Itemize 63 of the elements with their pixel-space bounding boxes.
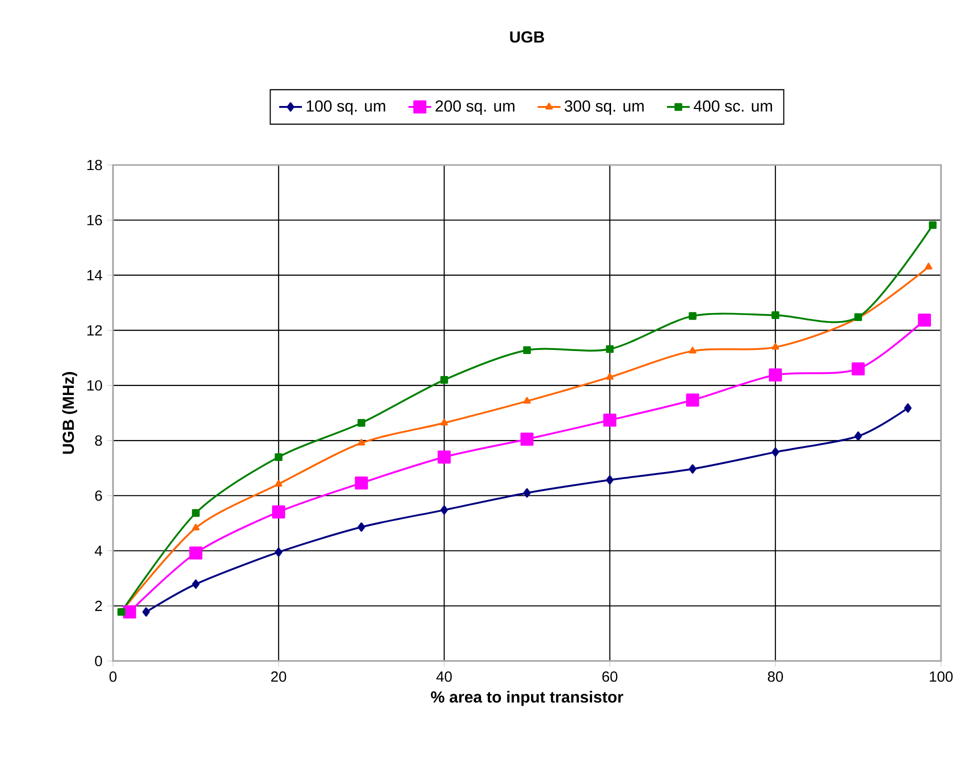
point: [189, 546, 202, 560]
y-tick-label: 16: [87, 214, 102, 226]
point: [688, 464, 696, 474]
point: [440, 505, 448, 515]
point: [358, 438, 366, 446]
point: [768, 368, 782, 382]
point: [440, 418, 448, 426]
point: [904, 403, 912, 413]
point: [272, 505, 286, 518]
point: [438, 450, 451, 464]
y-tick-label: 14: [87, 270, 102, 280]
legend-label: 300 sq. um: [564, 100, 644, 115]
x-axis-title: % area to input transistor: [430, 690, 624, 706]
point: [520, 432, 534, 446]
point: [852, 362, 865, 376]
point: [854, 431, 862, 441]
point: [274, 453, 282, 461]
y-tick-label: 4: [94, 546, 102, 556]
x-tick-label: 20: [271, 671, 286, 682]
legend-label: 200 sq. um: [436, 100, 514, 115]
y-tick-label: 2: [95, 600, 102, 611]
x-tick-label: 80: [768, 671, 783, 682]
point: [606, 345, 614, 353]
y-tick-label: 12: [87, 325, 102, 336]
y-tick-label: 6: [95, 490, 102, 501]
point: [192, 579, 200, 589]
point: [274, 480, 282, 487]
point: [358, 419, 366, 427]
point: [274, 547, 282, 557]
point: [928, 221, 937, 229]
point: [688, 312, 696, 320]
x-tick-label: 40: [436, 671, 452, 682]
y-axis-title: UGB (MHz): [62, 372, 78, 454]
point: [192, 509, 200, 517]
point: [606, 475, 614, 485]
chart-title: UGB: [510, 31, 544, 43]
point: [772, 343, 780, 350]
point: [918, 314, 931, 327]
point: [142, 607, 150, 617]
y-tick-label: 10: [87, 380, 102, 391]
legend-label: 400 sc. um: [694, 100, 772, 112]
point: [772, 447, 780, 457]
point: [606, 373, 614, 380]
point: [523, 346, 531, 354]
point: [523, 488, 531, 498]
point: [192, 524, 200, 530]
point: [686, 394, 700, 407]
x-tick-label: 60: [602, 671, 618, 682]
point: [123, 605, 136, 618]
x-tick-label: 100: [930, 671, 953, 682]
x-tick-label: 0: [109, 671, 116, 682]
point: [358, 522, 366, 532]
legend-label: 100 sq. um: [306, 100, 386, 115]
point: [440, 376, 448, 384]
point: [688, 346, 696, 354]
point: [354, 476, 368, 490]
point: [924, 262, 932, 270]
point: [772, 311, 780, 320]
point: [523, 397, 531, 404]
y-tick-label: 0: [95, 656, 102, 666]
point: [603, 414, 616, 427]
y-tick-label: 18: [87, 160, 102, 170]
y-tick-label: 8: [95, 435, 102, 446]
